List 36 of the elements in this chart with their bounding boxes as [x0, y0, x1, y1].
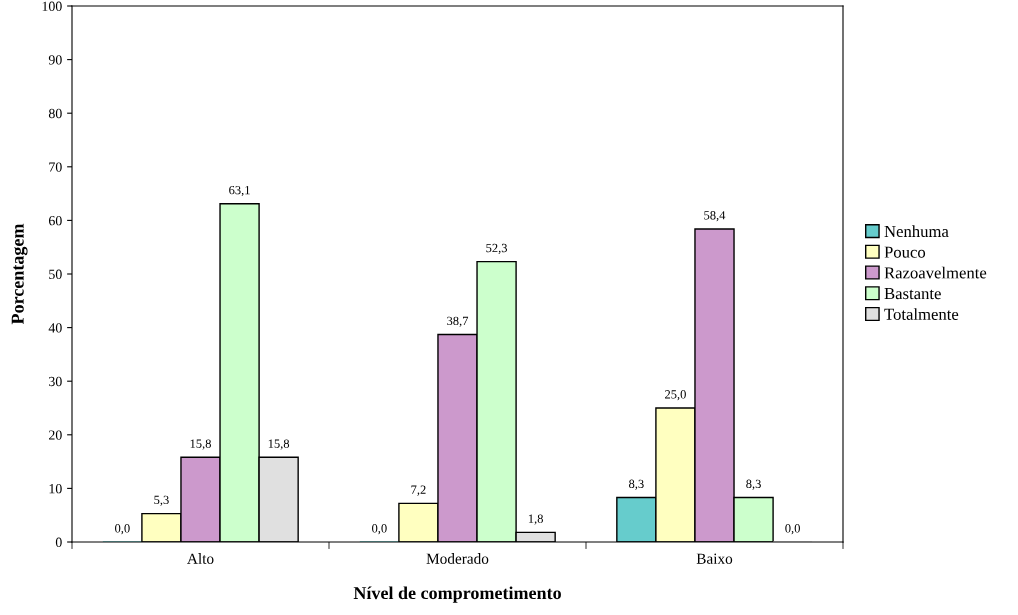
legend-label: Nenhuma [884, 225, 949, 238]
data-label: 0,0 [785, 524, 800, 535]
data-label: 8,3 [746, 479, 761, 490]
legend-label: Razoavelmente [884, 266, 987, 279]
x-tick-label: Alto [187, 553, 214, 564]
x-tick-label: Moderado [426, 553, 489, 564]
y-tick-label: 40 [48, 323, 62, 333]
data-label: 52,3 [486, 243, 508, 254]
data-label: 63,1 [229, 185, 250, 197]
y-tick-label: 50 [49, 269, 62, 279]
y-tick-label: 90 [48, 55, 62, 65]
y-tick-label: 80 [48, 108, 62, 119]
data-label: 7,2 [411, 485, 426, 496]
data-label: 0,0 [115, 524, 130, 535]
data-label: 38,7 [447, 316, 469, 327]
y-tick-label: 100 [42, 1, 62, 11]
data-label: 15,8 [268, 439, 290, 450]
data-label: 1,8 [528, 514, 543, 525]
y-tick-label: 30 [49, 376, 62, 387]
y-tick-label: 10 [49, 483, 62, 494]
y-tick-label: 70 [49, 162, 62, 172]
y-tick-label: 60 [48, 215, 62, 226]
data-label: 25,0 [665, 390, 686, 401]
y-tick-label: 0 [55, 537, 62, 547]
data-label: 58,4 [704, 211, 726, 222]
x-tick-label: Baixo [696, 553, 733, 564]
data-label: 8,3 [629, 479, 644, 490]
legend-label: Bastante [884, 288, 941, 300]
x-axis-title: Nível de comprometimento [353, 586, 561, 603]
data-label: 15,8 [190, 439, 211, 450]
y-tick-label: 20 [49, 430, 62, 440]
y-axis-title: Porcentagem [11, 223, 28, 325]
legend-label: Totalmente [884, 308, 959, 320]
legend-label: Pouco [884, 246, 926, 258]
data-label: 0,0 [372, 524, 387, 535]
data-label: 5,3 [154, 495, 169, 506]
